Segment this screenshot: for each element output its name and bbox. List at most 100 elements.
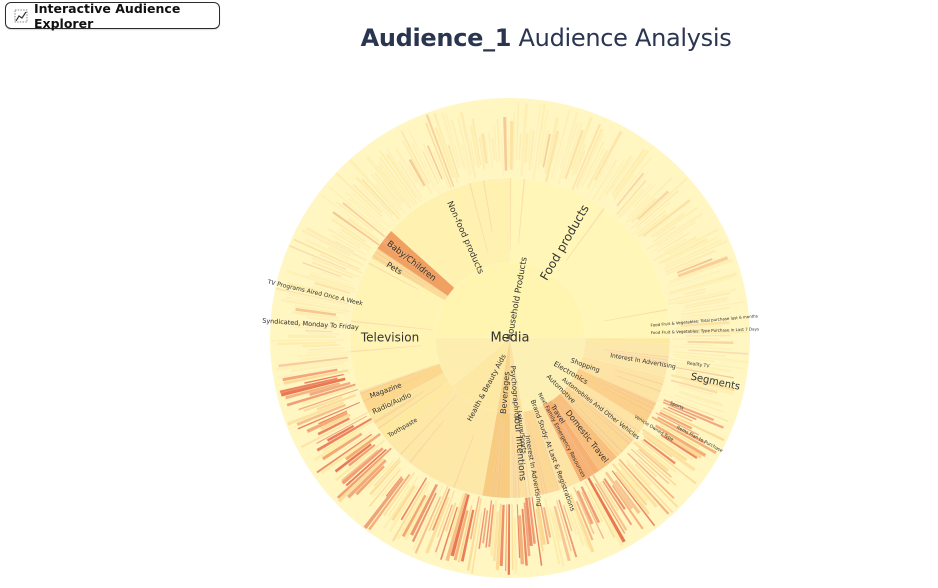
outer-slice[interactable]	[680, 320, 730, 328]
outer-slice[interactable]	[424, 496, 450, 554]
outer-slice[interactable]	[656, 416, 707, 445]
outer-slice[interactable]	[656, 231, 691, 253]
outer-slice[interactable]	[289, 244, 347, 271]
outer-slice[interactable]	[276, 364, 348, 379]
outer-slice[interactable]	[344, 191, 382, 224]
outer-slice[interactable]	[635, 449, 677, 487]
outer-slice[interactable]	[574, 128, 604, 189]
outer-slice[interactable]	[656, 220, 697, 247]
outer-slice[interactable]	[658, 411, 693, 430]
ring2-segment[interactable]	[522, 409, 560, 496]
ring2-segment[interactable]	[349, 257, 446, 393]
outer-slice[interactable]	[314, 281, 351, 295]
outer-slice[interactable]	[675, 369, 727, 383]
outer-slice[interactable]	[668, 272, 738, 295]
outer-slice[interactable]	[645, 212, 704, 252]
outer-slice[interactable]	[586, 476, 626, 543]
outer-slice[interactable]	[342, 201, 386, 238]
outer-slice[interactable]	[284, 295, 350, 311]
outer-slice[interactable]	[337, 230, 370, 252]
ring2-segment[interactable]	[559, 385, 633, 458]
outer-slice[interactable]	[576, 133, 604, 191]
outer-slice[interactable]	[380, 473, 401, 498]
outer-slice[interactable]	[275, 358, 350, 372]
ring2-detail[interactable]	[556, 415, 595, 476]
outer-slice[interactable]	[403, 493, 431, 542]
ring2-detail[interactable]	[515, 448, 521, 498]
outer-slice[interactable]	[611, 470, 656, 527]
outer-slice[interactable]	[366, 459, 395, 490]
outer-slice[interactable]	[361, 178, 400, 220]
outer-slice[interactable]	[670, 373, 736, 392]
outer-slice[interactable]	[326, 424, 355, 442]
outer-slice[interactable]	[388, 485, 419, 533]
ring2-segment[interactable]	[371, 248, 449, 301]
outer-slice[interactable]	[597, 158, 626, 202]
outer-slice[interactable]	[662, 407, 693, 422]
outer-slice[interactable]	[382, 471, 416, 517]
outer-slice[interactable]	[368, 468, 402, 508]
outer-slice[interactable]	[481, 509, 489, 544]
ring2-detail[interactable]	[580, 400, 631, 446]
outer-slice[interactable]	[668, 227, 720, 257]
outer-slice[interactable]	[662, 237, 688, 254]
outer-slice[interactable]	[351, 192, 391, 229]
outer-slice[interactable]	[619, 468, 649, 503]
outer-slice[interactable]	[655, 412, 700, 436]
outer-slice[interactable]	[466, 497, 483, 572]
outer-slice[interactable]	[287, 318, 344, 326]
outer-slice[interactable]	[306, 331, 340, 336]
ring1-segment[interactable]	[509, 337, 586, 413]
outer-slice[interactable]	[658, 237, 709, 265]
outer-slice[interactable]	[341, 447, 384, 485]
ring2-detail[interactable]	[358, 364, 435, 393]
outer-slice[interactable]	[422, 143, 442, 184]
outer-slice[interactable]	[682, 330, 749, 335]
outer-slice[interactable]	[630, 448, 670, 485]
ring2-detail[interactable]	[408, 419, 445, 464]
outer-slice[interactable]	[675, 356, 716, 363]
outer-slice[interactable]	[304, 373, 345, 385]
outer-slice[interactable]	[301, 228, 352, 257]
outer-slice[interactable]	[678, 392, 711, 405]
outer-slice[interactable]	[318, 252, 364, 275]
outer-slice[interactable]	[662, 236, 719, 265]
outer-slice[interactable]	[599, 481, 620, 512]
outer-slice[interactable]	[575, 500, 594, 541]
outer-slice[interactable]	[581, 491, 605, 540]
ring2-detail[interactable]	[468, 182, 489, 253]
outer-slice[interactable]	[310, 256, 361, 279]
outer-slice[interactable]	[282, 368, 338, 382]
ring2-segment[interactable]	[542, 399, 600, 483]
outer-slice[interactable]	[387, 484, 410, 517]
outer-slice[interactable]	[542, 133, 552, 168]
outer-slice[interactable]	[321, 432, 363, 461]
outer-slice[interactable]	[574, 150, 586, 175]
outer-slice[interactable]	[382, 475, 420, 529]
outer-slice[interactable]	[287, 334, 337, 339]
outer-slice[interactable]	[679, 315, 717, 322]
outer-slice[interactable]	[662, 401, 725, 429]
outer-slice[interactable]	[346, 459, 388, 499]
outer-slice[interactable]	[558, 499, 578, 558]
interactive-audience-explorer-button[interactable]: Interactive Audience Explorer	[5, 1, 220, 31]
outer-slice[interactable]	[426, 145, 443, 180]
outer-slice[interactable]	[390, 484, 416, 522]
outer-slice[interactable]	[385, 475, 403, 498]
outer-slice[interactable]	[655, 206, 699, 238]
outer-slice[interactable]	[471, 118, 482, 166]
ring2-detail[interactable]	[572, 390, 634, 442]
outer-slice[interactable]	[523, 132, 530, 164]
outer-slice[interactable]	[393, 146, 419, 185]
outer-slice[interactable]	[651, 416, 717, 455]
outer-slice[interactable]	[484, 137, 490, 168]
outer-slice[interactable]	[652, 225, 677, 243]
outer-slice[interactable]	[640, 439, 697, 485]
outer-slice[interactable]	[444, 502, 457, 533]
ring2-detail[interactable]	[509, 177, 512, 251]
ring2-detail[interactable]	[350, 344, 423, 353]
outer-slice[interactable]	[330, 217, 367, 243]
outer-slice[interactable]	[468, 139, 477, 167]
outer-slice[interactable]	[432, 112, 460, 184]
outer-slice[interactable]	[500, 134, 505, 177]
